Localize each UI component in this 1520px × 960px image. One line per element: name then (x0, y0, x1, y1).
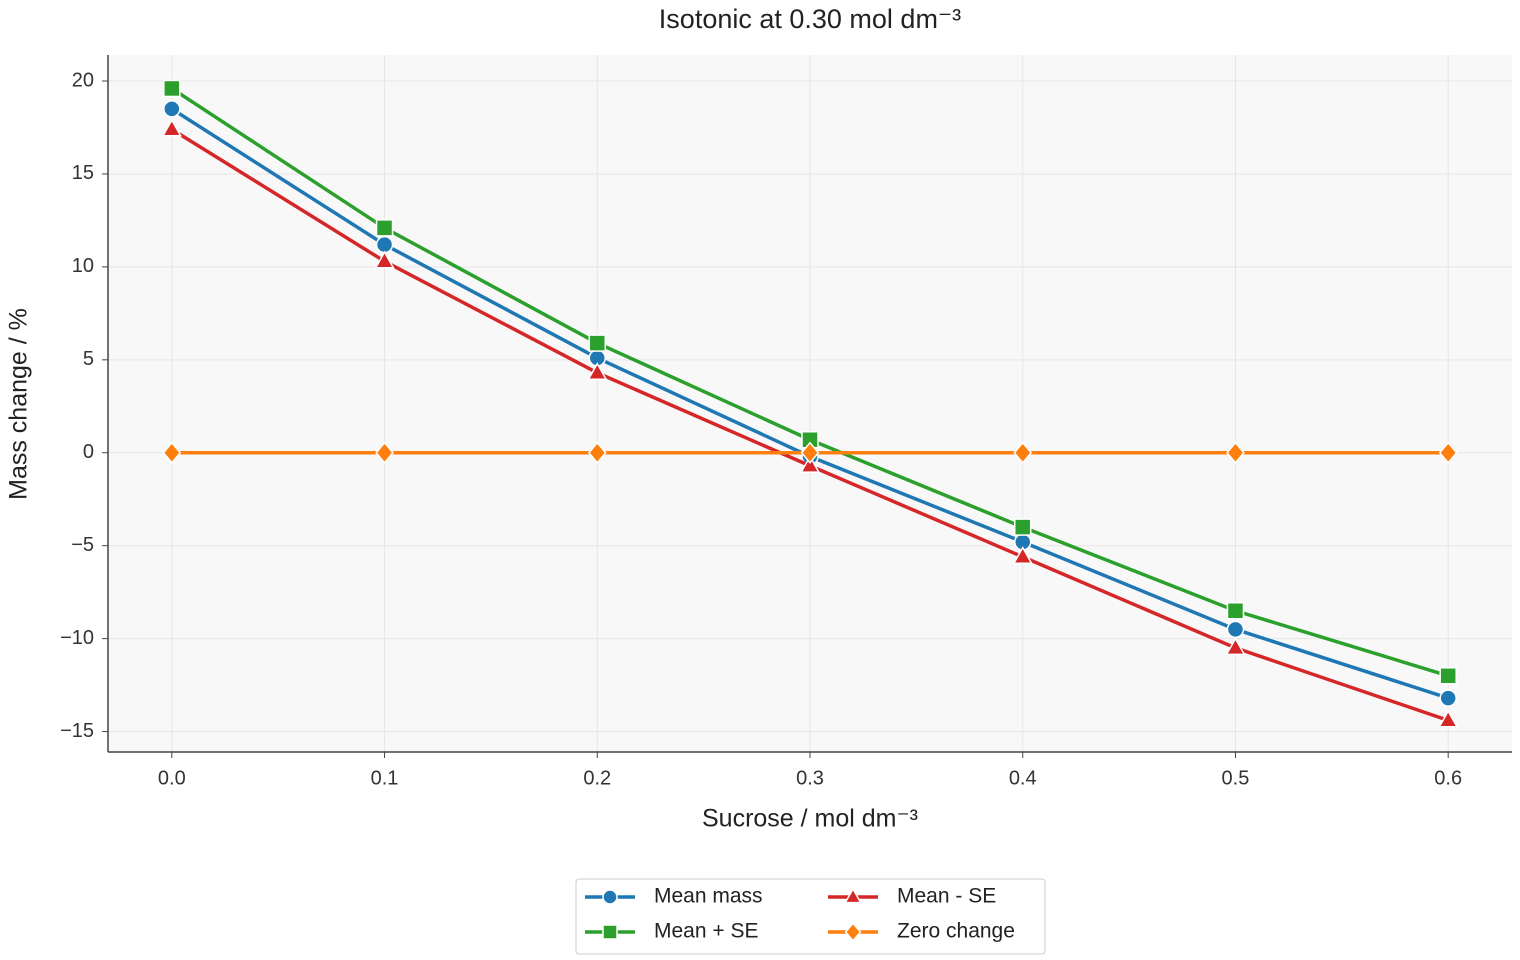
series (163, 79, 1457, 685)
y-tick-label: 5 (83, 348, 94, 370)
marker (1438, 441, 1458, 464)
marker (1012, 546, 1033, 564)
marker (602, 889, 618, 905)
series (161, 118, 1459, 728)
y-tick-label: 10 (72, 255, 94, 277)
marker (162, 441, 182, 464)
marker (1438, 709, 1459, 728)
y-tick-label: −15 (60, 720, 94, 742)
x-tick-label: 0.4 (1009, 767, 1037, 789)
marker (161, 118, 182, 137)
marker (374, 250, 395, 269)
x-tick-label: 0.3 (796, 767, 824, 789)
series (162, 441, 1458, 464)
y-tick-label: 20 (72, 69, 94, 91)
x-tick-label: 0.5 (1222, 767, 1250, 789)
marker (1013, 518, 1032, 536)
marker (1225, 637, 1246, 656)
legend-label: Mean mass (654, 885, 763, 908)
marker (1439, 689, 1457, 707)
legend-label: Mean + SE (654, 920, 758, 943)
series-group (161, 79, 1459, 728)
marker (1226, 441, 1245, 464)
marker (588, 334, 607, 352)
x-tick-label: 0.1 (371, 767, 399, 789)
x-tick-label: 0.6 (1434, 767, 1462, 789)
x-tick-label: 0.2 (583, 767, 611, 789)
marker (587, 362, 608, 380)
marker (602, 924, 618, 940)
marker (844, 887, 862, 904)
y-tick-label: −5 (71, 534, 94, 556)
marker (1013, 441, 1033, 464)
marker (844, 922, 862, 942)
legend-label: Mean - SE (897, 885, 996, 908)
y-tick-label: 0 (83, 441, 94, 463)
x-tick-label: 0.0 (158, 767, 186, 789)
legend-box (575, 878, 1046, 955)
marker (375, 235, 394, 254)
y-tick-label: 15 (72, 162, 94, 184)
marker (375, 219, 394, 237)
marker (1439, 667, 1457, 685)
legend-label: Zero change (897, 920, 1015, 943)
legend: Mean mass Mean + SE Mean - SE Zero change (575, 878, 1046, 955)
marker (800, 441, 820, 464)
marker (587, 441, 607, 464)
marker (163, 79, 181, 98)
y-axis-label: Mass change / % (5, 308, 33, 500)
marker (375, 441, 394, 464)
chart-title: Isotonic at 0.30 mol dm⁻³ (659, 4, 961, 34)
marker (1226, 601, 1245, 620)
y-tick-label: −10 (60, 627, 94, 649)
marker (799, 455, 821, 473)
marker (163, 100, 181, 118)
marker (1226, 620, 1245, 639)
x-axis-label: Sucrose / mol dm⁻³ (702, 805, 918, 833)
